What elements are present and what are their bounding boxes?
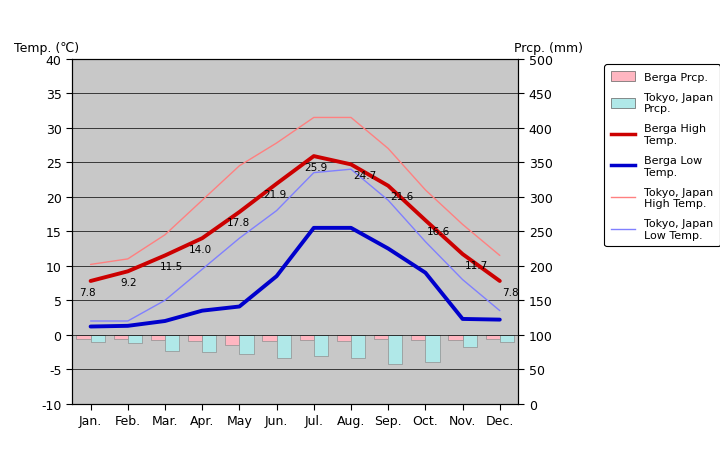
Bar [337, 335, 351, 341]
Bar [225, 335, 239, 345]
Text: 25.9: 25.9 [305, 162, 328, 172]
Text: 7.8: 7.8 [502, 287, 518, 297]
Bar [374, 335, 388, 340]
Bar [202, 335, 216, 353]
Bar [411, 335, 426, 340]
Text: 21.6: 21.6 [390, 192, 413, 202]
Bar [239, 335, 253, 354]
Text: 11.5: 11.5 [159, 261, 183, 271]
Bar [426, 335, 439, 362]
Text: Temp. (℃): Temp. (℃) [14, 42, 79, 55]
Text: 16.6: 16.6 [427, 226, 451, 236]
Bar [276, 335, 291, 358]
Bar [165, 335, 179, 351]
Bar [462, 335, 477, 348]
Legend: Berga Prcp., Tokyo, Japan
Prcp., Berga High
Temp., Berga Low
Temp., Tokyo, Japan: Berga Prcp., Tokyo, Japan Prcp., Berga H… [604, 65, 720, 247]
Text: 17.8: 17.8 [226, 218, 250, 228]
Text: Prcp. (mm): Prcp. (mm) [514, 42, 583, 55]
Text: 21.9: 21.9 [264, 190, 287, 200]
Bar [388, 335, 402, 364]
Bar [263, 335, 276, 341]
Bar [314, 335, 328, 356]
Bar [351, 335, 365, 358]
Bar [188, 335, 202, 341]
Bar [128, 335, 142, 343]
Bar [500, 335, 514, 342]
Text: 14.0: 14.0 [189, 244, 212, 254]
Text: 11.7: 11.7 [464, 260, 487, 270]
Bar [114, 335, 128, 339]
Text: 7.8: 7.8 [79, 287, 96, 297]
Bar [486, 335, 500, 339]
Bar [151, 335, 165, 340]
Bar [76, 335, 91, 339]
Bar [449, 335, 462, 340]
Text: 9.2: 9.2 [120, 277, 137, 287]
Bar [300, 335, 314, 341]
Text: 24.7: 24.7 [353, 170, 376, 180]
Bar [91, 335, 104, 342]
